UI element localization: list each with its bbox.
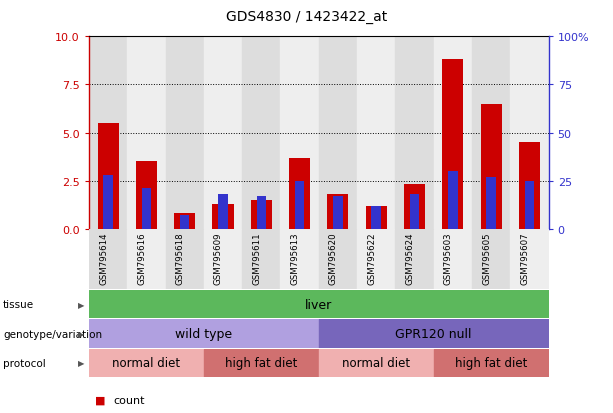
Bar bbox=[434, 349, 549, 377]
Bar bbox=[142, 189, 151, 229]
Bar bbox=[472, 37, 510, 229]
Bar bbox=[448, 172, 458, 229]
Bar bbox=[166, 37, 204, 229]
Text: ▶: ▶ bbox=[78, 358, 85, 368]
Text: GSM795603: GSM795603 bbox=[444, 232, 453, 285]
Bar bbox=[256, 197, 266, 229]
Bar bbox=[434, 229, 472, 289]
Text: normal diet: normal diet bbox=[112, 356, 180, 370]
Bar bbox=[481, 104, 501, 229]
Bar bbox=[510, 37, 549, 229]
Bar bbox=[204, 229, 242, 289]
Bar bbox=[366, 206, 387, 229]
Text: ▶: ▶ bbox=[78, 329, 85, 338]
Bar bbox=[180, 216, 189, 229]
Bar bbox=[89, 229, 128, 289]
Text: ▶: ▶ bbox=[78, 300, 85, 309]
Bar bbox=[357, 37, 395, 229]
Bar bbox=[204, 349, 319, 377]
Text: GSM795613: GSM795613 bbox=[291, 232, 300, 285]
Bar bbox=[128, 37, 166, 229]
Bar bbox=[213, 204, 234, 229]
Bar bbox=[136, 162, 157, 229]
Bar bbox=[295, 181, 305, 229]
Text: GSM795622: GSM795622 bbox=[367, 232, 376, 285]
Bar bbox=[319, 229, 357, 289]
Bar bbox=[242, 37, 281, 229]
Bar bbox=[327, 195, 348, 229]
Bar bbox=[319, 37, 357, 229]
Text: GPR120 null: GPR120 null bbox=[395, 327, 472, 340]
Bar bbox=[443, 60, 463, 229]
Text: protocol: protocol bbox=[3, 358, 46, 368]
Text: GSM795616: GSM795616 bbox=[137, 232, 147, 285]
Text: GSM795624: GSM795624 bbox=[406, 232, 414, 285]
Bar bbox=[525, 181, 535, 229]
Bar bbox=[357, 229, 395, 289]
Text: normal diet: normal diet bbox=[342, 356, 410, 370]
Text: GSM795605: GSM795605 bbox=[482, 232, 491, 285]
Bar bbox=[395, 37, 434, 229]
Bar bbox=[242, 229, 281, 289]
Bar bbox=[486, 177, 496, 229]
Bar bbox=[371, 206, 381, 229]
Text: GDS4830 / 1423422_at: GDS4830 / 1423422_at bbox=[226, 10, 387, 24]
Text: ■: ■ bbox=[95, 395, 105, 405]
Bar bbox=[89, 320, 319, 348]
Text: GSM795618: GSM795618 bbox=[176, 232, 185, 285]
Bar bbox=[409, 195, 419, 229]
Text: high fat diet: high fat diet bbox=[455, 356, 527, 370]
Bar bbox=[174, 214, 195, 229]
Text: GSM795611: GSM795611 bbox=[253, 232, 261, 285]
Bar bbox=[204, 37, 242, 229]
Text: tissue: tissue bbox=[3, 299, 34, 309]
Bar bbox=[434, 37, 472, 229]
Text: genotype/variation: genotype/variation bbox=[3, 329, 102, 339]
Bar bbox=[103, 176, 113, 229]
Bar bbox=[472, 229, 510, 289]
Text: high fat diet: high fat diet bbox=[225, 356, 297, 370]
Text: GSM795614: GSM795614 bbox=[99, 232, 108, 285]
Bar bbox=[289, 158, 310, 229]
Bar bbox=[333, 197, 343, 229]
Bar bbox=[89, 349, 204, 377]
Bar bbox=[395, 229, 434, 289]
Bar bbox=[319, 349, 434, 377]
Bar bbox=[510, 229, 549, 289]
Bar bbox=[404, 185, 425, 229]
Text: GSM795620: GSM795620 bbox=[329, 232, 338, 285]
Bar bbox=[97, 123, 118, 229]
Text: liver: liver bbox=[305, 298, 332, 311]
Text: wild type: wild type bbox=[175, 327, 232, 340]
Bar bbox=[319, 320, 549, 348]
Text: count: count bbox=[113, 395, 145, 405]
Bar bbox=[218, 195, 228, 229]
Text: GSM795607: GSM795607 bbox=[520, 232, 530, 285]
Bar bbox=[519, 143, 540, 229]
Bar bbox=[128, 229, 166, 289]
Bar bbox=[89, 37, 128, 229]
Bar bbox=[281, 37, 319, 229]
Bar bbox=[251, 200, 272, 229]
Bar bbox=[166, 229, 204, 289]
Bar bbox=[281, 229, 319, 289]
Text: GSM795609: GSM795609 bbox=[214, 232, 223, 285]
